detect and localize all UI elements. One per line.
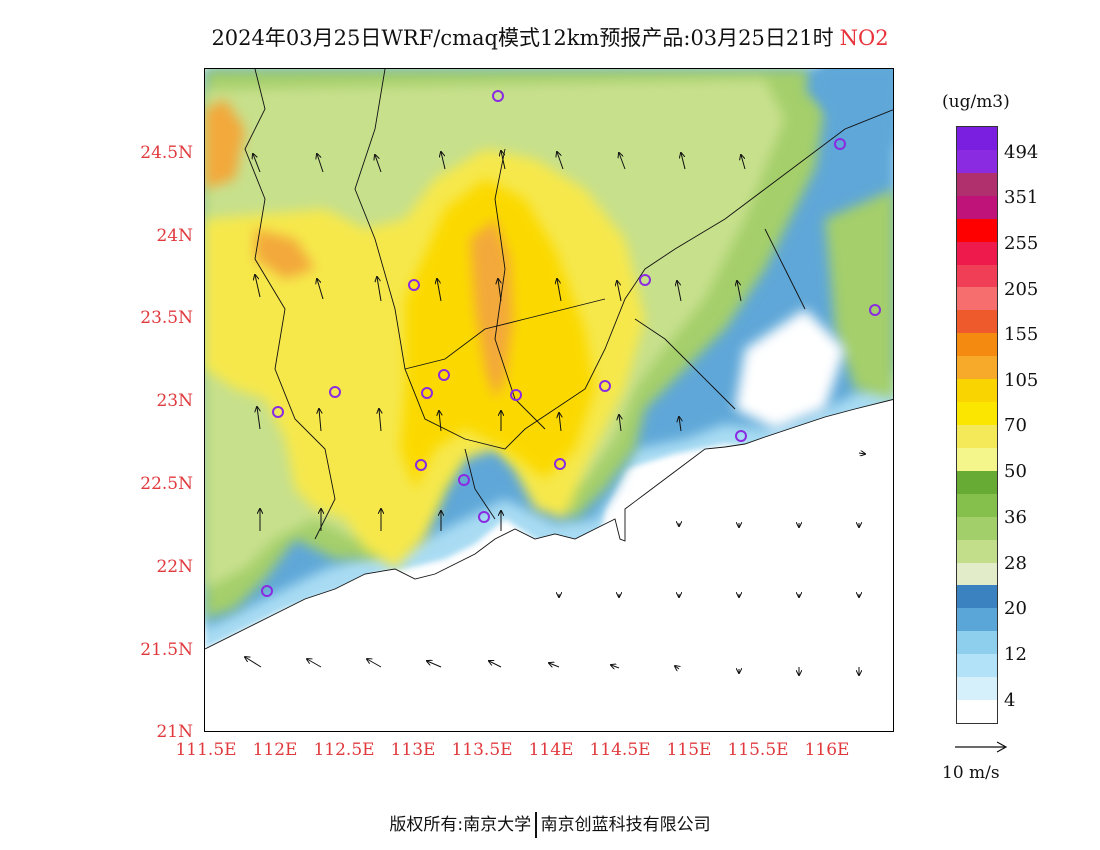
colorbar-swatch [956,516,998,540]
colorbar-label: 20 [1004,598,1027,619]
footer-separator [535,812,537,838]
colorbar-label: 351 [1004,187,1039,208]
title-text: 2024年03月25日WRF/cmaq模式12km预报产品:03月25日21时 [211,26,834,50]
colorbar-swatch [956,654,998,678]
colorbar-swatch [956,218,998,242]
pollutant-label: NO2 [839,26,889,50]
colorbar-swatch [956,562,998,586]
colorbar-swatch [956,700,998,724]
station-markers [261,90,881,597]
wind-scale-label: 10 m/s [942,763,1000,783]
wind-vectors [245,151,865,675]
colorbar-swatch [956,493,998,517]
colorbar-label: 28 [1004,553,1027,574]
colorbar-swatch [956,149,998,173]
colorbar-swatch [956,310,998,334]
lat-tick-label: 23N [156,391,193,411]
lat-tick-label: 21N [156,722,193,742]
lon-tick-label: 112.5E [313,740,375,760]
colorbar-swatch [956,447,998,471]
colorbar-swatch [956,379,998,403]
colorbar-label: 205 [1004,279,1039,300]
lon-tick-label: 111.5E [175,740,237,760]
province-boundaries [205,69,893,650]
copyright-company: 南京创蓝科技有限公司 [540,815,711,835]
colorbar-swatch [956,195,998,219]
colorbar-swatch [956,585,998,609]
colorbar-swatch [956,333,998,357]
colorbar-unit: (ug/m3) [942,92,1010,112]
colorbar-label: 4 [1004,690,1016,711]
colorbar-swatch [956,608,998,632]
lat-tick-label: 24.5N [140,143,193,163]
colorbar-swatch [956,539,998,563]
colorbar-label: 50 [1004,461,1027,482]
lon-tick-label: 115.5E [727,740,789,760]
copyright-footer: 版权所有:南京大学 南京创蓝科技有限公司 [0,810,1100,838]
lon-tick-label: 115E [666,740,712,760]
map-panel[interactable] [204,68,894,732]
colorbar-swatch [956,356,998,380]
lon-tick-label: 114E [528,740,574,760]
copyright-owner: 版权所有:南京大学 [389,815,532,835]
lat-tick-label: 24N [156,226,193,246]
lon-tick-label: 113E [390,740,436,760]
colorbar-swatch [956,264,998,288]
colorbar-swatch [956,126,998,150]
concentration-field [205,69,893,731]
lat-tick-label: 22.5N [140,474,193,494]
wind-scale-arrow [955,741,1008,753]
colorbar-label: 494 [1004,142,1039,163]
colorbar-label: 155 [1004,324,1039,345]
lon-tick-label: 112E [252,740,298,760]
colorbar-swatch [956,402,998,425]
colorbar-swatch [956,424,998,448]
colorbar-swatch [956,631,998,655]
colorbar-label: 36 [1004,507,1027,528]
lon-tick-label: 113.5E [451,740,513,760]
lon-tick-label: 116E [804,740,850,760]
colorbar-label: 12 [1004,644,1027,665]
lon-tick-label: 114.5E [589,740,651,760]
no2-concentration-map [205,69,893,731]
colorbar-swatch [956,172,998,196]
lat-tick-label: 21.5N [140,640,193,660]
colorbar-label: 70 [1004,415,1027,436]
colorbar-swatch [956,677,998,701]
colorbar-swatch [956,241,998,265]
colorbar-label: 105 [1004,370,1039,391]
lat-tick-label: 22N [156,557,193,577]
colorbar-swatch [956,287,998,311]
lat-tick-label: 23.5N [140,308,193,328]
colorbar-swatch [956,470,998,494]
colorbar [956,126,998,724]
chart-title: 2024年03月25日WRF/cmaq模式12km预报产品:03月25日21时 N… [0,22,1100,52]
colorbar-label: 255 [1004,233,1039,254]
